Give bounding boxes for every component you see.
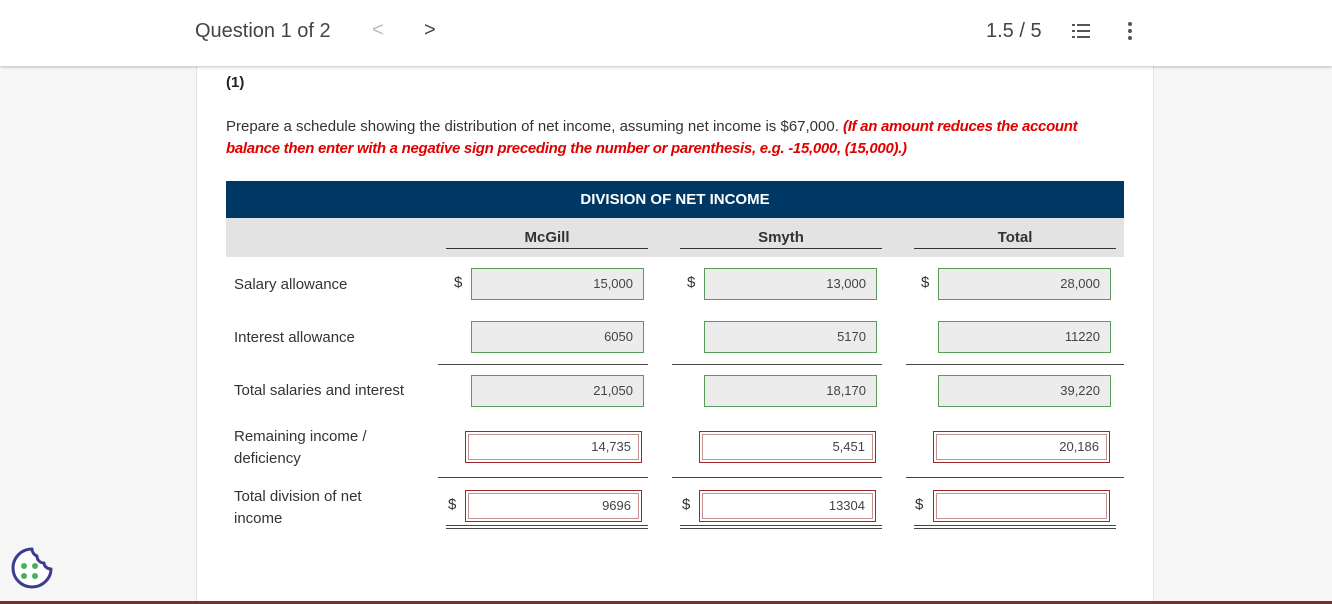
prompt-instruction: (If an amount reduces the account balanc… [226, 118, 1078, 157]
dollar-sign: $ [687, 274, 696, 291]
total-double-underline [446, 525, 648, 529]
question-header: Question 1 of 2 < > 1.5 / 5 [0, 0, 1332, 66]
list-icon[interactable] [1072, 22, 1090, 40]
prompt-text: Prepare a schedule showing the distribut… [226, 118, 839, 135]
question-prompt: Prepare a schedule showing the distribut… [226, 116, 1116, 160]
subtotal-underline [438, 364, 648, 365]
part-label: (1) [226, 74, 245, 91]
interest-total-input[interactable]: 11220 [938, 321, 1111, 353]
subtotal-underline [906, 477, 1124, 478]
question-counter: Question 1 of 2 [195, 20, 331, 42]
table-title: DIVISION OF NET INCOME [226, 181, 1124, 218]
row-label-total-salaries-interest: Total salaries and interest [234, 382, 405, 399]
total-sal-int-smyth-input[interactable]: 18,170 [704, 375, 877, 407]
interest-mcgill-input[interactable]: 6050 [471, 321, 644, 353]
column-header-mcgill: McGill [446, 229, 648, 249]
salary-mcgill-input[interactable]: 15,000 [471, 268, 644, 300]
bottom-accent-bar [0, 601, 1332, 604]
remaining-mcgill-input[interactable]: 14,735 [465, 431, 642, 463]
remaining-smyth-input[interactable]: 5,451 [699, 431, 876, 463]
total-sal-int-mcgill-input[interactable]: 21,050 [471, 375, 644, 407]
row-label-total-division: Total division of net income [234, 488, 362, 527]
total-division-total-input[interactable] [933, 490, 1110, 522]
dollar-sign: $ [921, 274, 930, 291]
score-display: 1.5 / 5 [986, 20, 1042, 42]
dollar-sign: $ [454, 274, 463, 291]
column-header-total: Total [914, 229, 1116, 249]
more-vertical-icon[interactable] [1122, 20, 1138, 42]
salary-total-input[interactable]: 28,000 [938, 268, 1111, 300]
total-division-mcgill-input[interactable]: 9696 [465, 490, 642, 522]
column-header-smyth: Smyth [680, 229, 882, 249]
dollar-sign: $ [448, 496, 457, 513]
total-double-underline [914, 525, 1116, 529]
cookie-icon[interactable] [10, 546, 54, 590]
column-header-row [226, 218, 1124, 257]
total-double-underline [680, 525, 882, 529]
dollar-sign: $ [915, 496, 924, 513]
row-label-remaining-income: Remaining income / deficiency [234, 428, 367, 467]
total-division-smyth-input[interactable]: 13304 [699, 490, 876, 522]
row-label-salary-allowance: Salary allowance [234, 276, 348, 293]
dollar-sign: $ [682, 496, 691, 513]
salary-smyth-input[interactable]: 13,000 [704, 268, 877, 300]
row-label-interest-allowance: Interest allowance [234, 329, 355, 346]
next-question-button[interactable]: > [424, 19, 436, 41]
previous-question-button[interactable]: < [372, 19, 384, 41]
interest-smyth-input[interactable]: 5170 [704, 321, 877, 353]
remaining-total-input[interactable]: 20,186 [933, 431, 1110, 463]
subtotal-underline [672, 364, 882, 365]
subtotal-underline [438, 477, 648, 478]
total-sal-int-total-input[interactable]: 39,220 [938, 375, 1111, 407]
subtotal-underline [672, 477, 882, 478]
subtotal-underline [906, 364, 1124, 365]
